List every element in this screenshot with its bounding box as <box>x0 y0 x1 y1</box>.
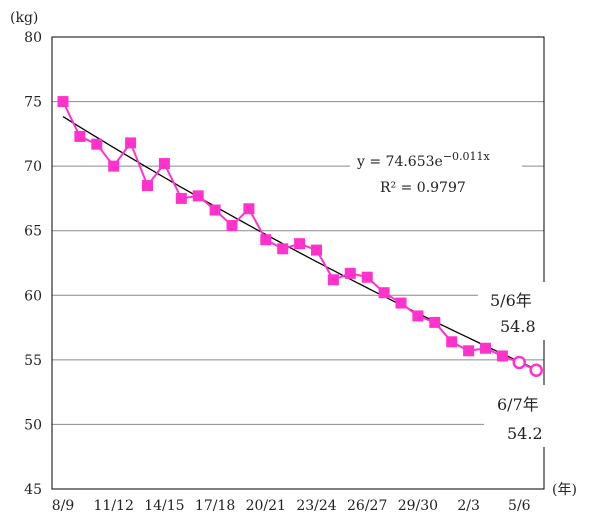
data-point-square <box>361 271 373 283</box>
data-point-square <box>327 274 339 286</box>
x-tick-label: 23/24 <box>296 498 336 514</box>
data-point-square <box>294 238 306 250</box>
data-point-square <box>277 243 289 255</box>
data-point-square <box>125 137 137 149</box>
x-axis-label: (年) <box>552 482 577 498</box>
trendline-equation-base: y = 74.653e <box>356 154 443 170</box>
trendline-label-box <box>350 146 522 198</box>
annotation-1-box <box>478 282 554 340</box>
data-point-square <box>91 138 103 150</box>
annotation-2-box <box>484 385 560 447</box>
x-tick-label: 8/9 <box>52 498 75 514</box>
gridlines <box>52 101 544 425</box>
trendline-r-squared: R² = 0.9797 <box>380 180 466 196</box>
series-layer <box>57 96 543 377</box>
y-tick-label: 50 <box>24 417 42 433</box>
x-tick-label: 5/6 <box>508 498 531 514</box>
data-point-square <box>344 267 356 279</box>
data-point-square <box>412 310 424 322</box>
data-point-square <box>378 287 390 299</box>
data-point-square <box>209 204 221 216</box>
x-axis-ticks: 8/9 11/12 14/15 17/18 20/21 23/24 26/27 29/30 2/… <box>52 498 531 514</box>
data-point-square <box>142 180 153 192</box>
annotation-1-value: 54.8 <box>500 317 536 336</box>
data-point-square <box>175 192 187 204</box>
plot-area-border <box>51 36 545 490</box>
data-point-circle <box>512 355 527 370</box>
data-point-square <box>226 220 238 232</box>
x-tick-label: 14/15 <box>144 498 184 514</box>
data-point-square <box>463 345 475 357</box>
data-point-square <box>311 244 322 256</box>
trendline-equation-exponent: −0.011x <box>443 150 491 163</box>
data-point-circle <box>529 363 543 377</box>
x-tick-label: 29/30 <box>398 498 438 514</box>
y-tick-label: 45 <box>24 482 42 498</box>
data-point-square <box>108 160 120 172</box>
trendline-equation: y = 74.653e−0.011x <box>356 150 491 170</box>
data-point-square <box>243 203 255 215</box>
data-point-square <box>446 336 458 348</box>
data-point-square <box>74 130 86 142</box>
y-tick-label: 55 <box>24 353 42 369</box>
data-point-square <box>57 96 69 108</box>
y-tick-label: 60 <box>24 288 42 304</box>
y-tick-label: 70 <box>24 159 42 175</box>
data-point-square <box>480 342 491 354</box>
data-point-square <box>192 190 204 202</box>
x-tick-label: 11/12 <box>94 498 134 514</box>
annotation-1-label: 5/6年 <box>490 291 532 310</box>
annotation-2-value: 54.2 <box>507 424 543 443</box>
y-tick-label: 80 <box>24 30 42 46</box>
trendline-path <box>62 116 537 370</box>
data-point-square <box>158 158 170 170</box>
trendline <box>62 116 537 370</box>
x-tick-label: 26/27 <box>347 498 387 514</box>
x-tick-label: 17/18 <box>195 498 235 514</box>
data-point-square <box>260 234 272 246</box>
annotation-2-label: 6/7年 <box>497 395 539 414</box>
y-axis-ticks: 45 50 55 60 65 70 75 80 <box>24 30 42 498</box>
x-tick-label: 20/21 <box>246 498 286 514</box>
y-axis-label: (kg) <box>10 10 38 26</box>
y-tick-label: 65 <box>24 224 42 240</box>
data-point-square <box>429 316 441 328</box>
y-tick-label: 75 <box>24 95 42 111</box>
data-point-square <box>395 297 407 309</box>
x-tick-label: 2/3 <box>457 498 480 514</box>
